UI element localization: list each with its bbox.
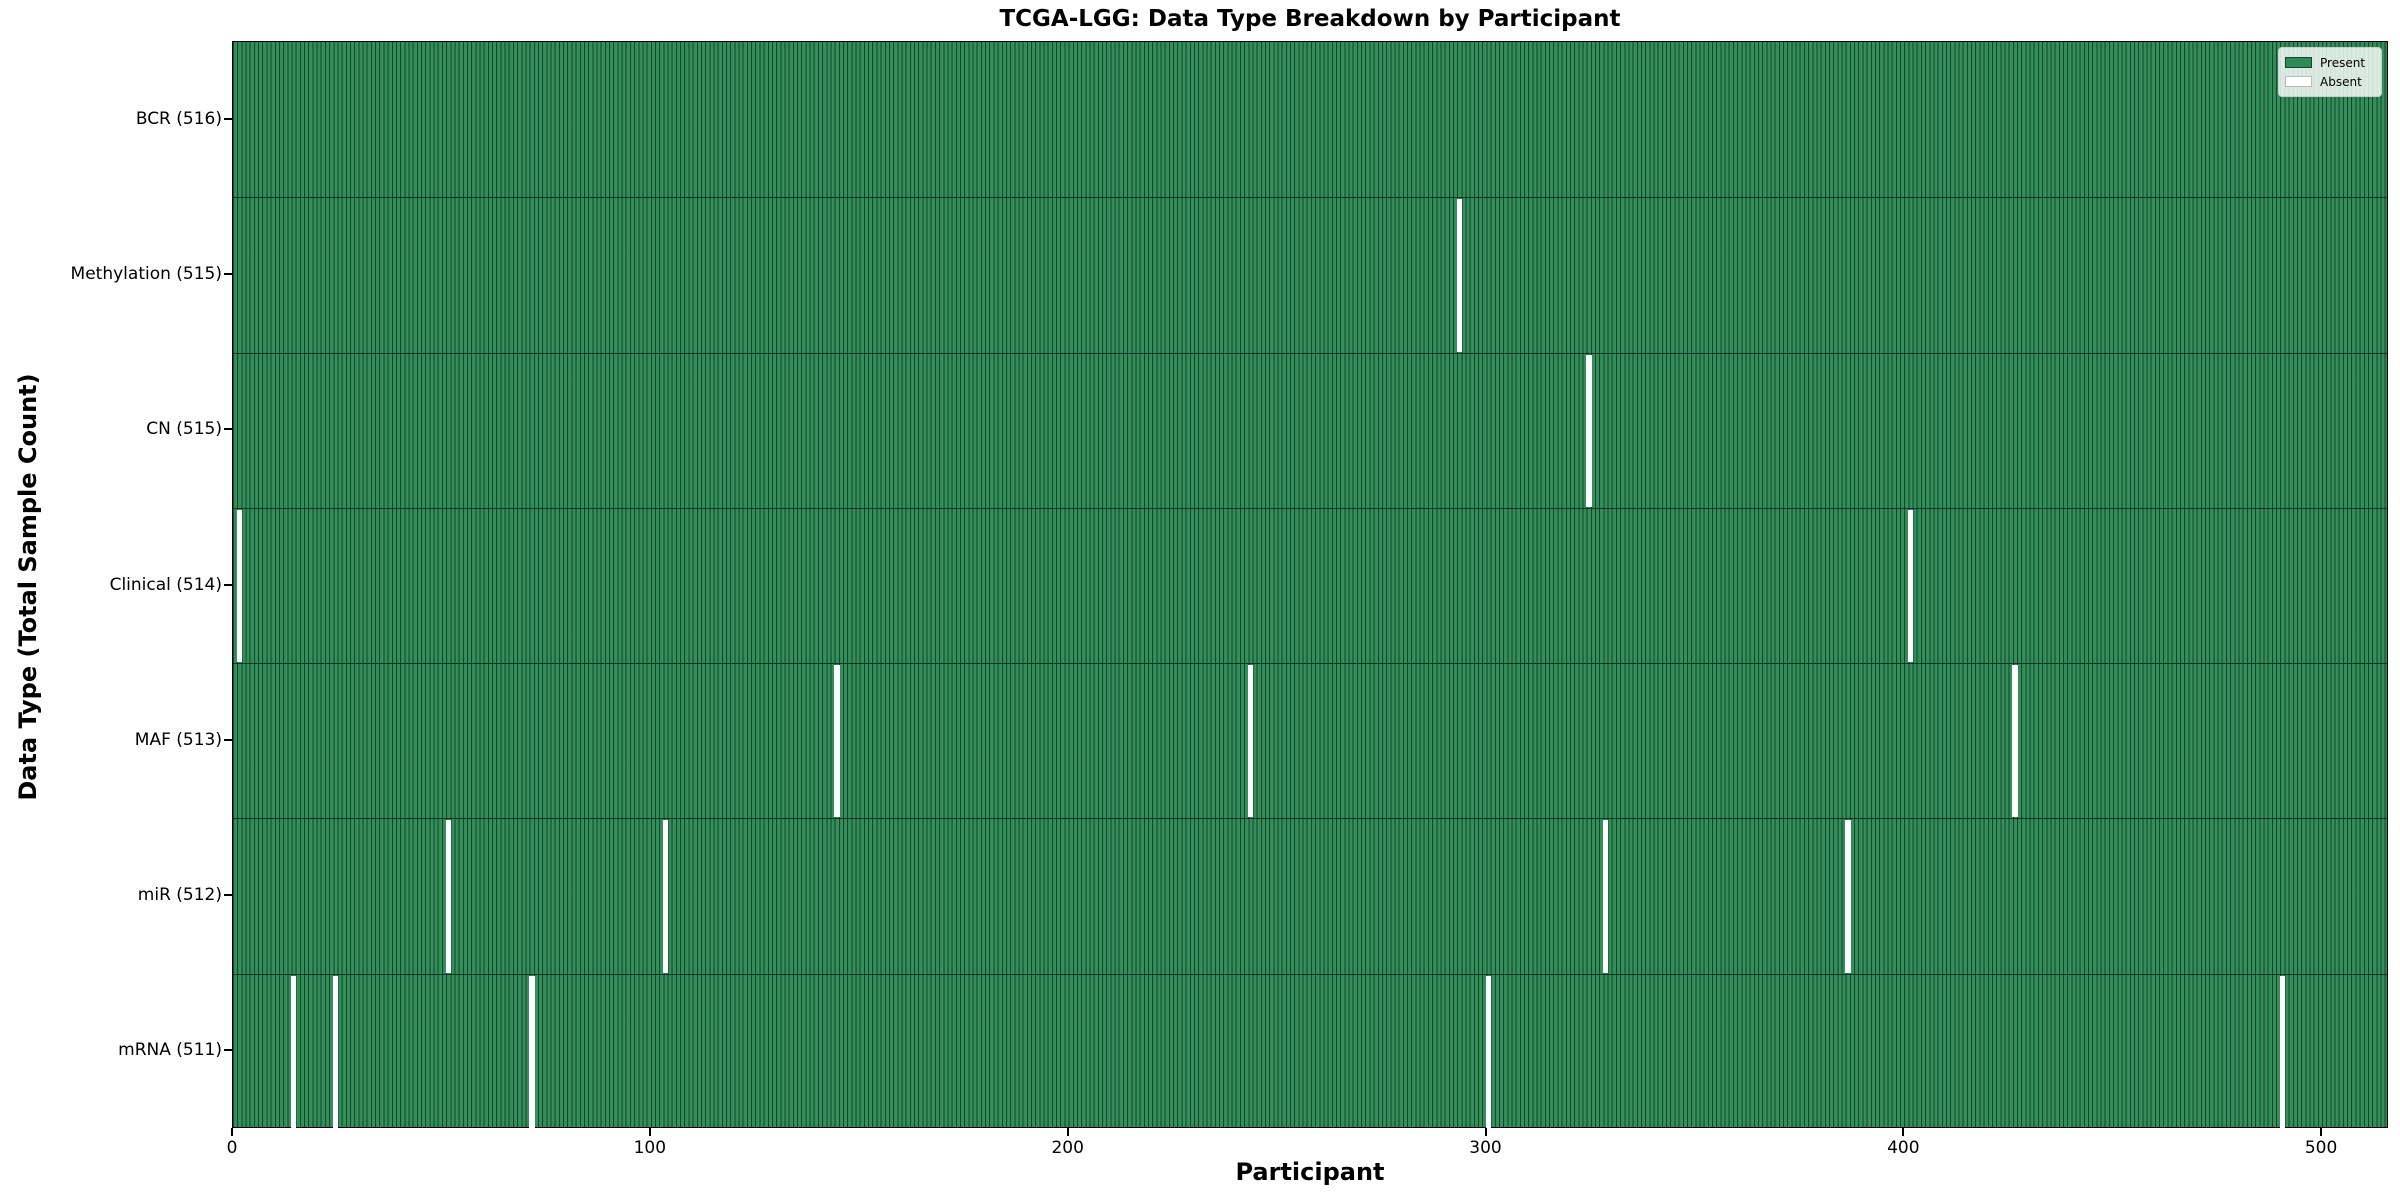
absent-gap-mrna-14 xyxy=(291,975,297,1128)
absent-gap-mrna-490 xyxy=(2279,975,2286,1128)
absent-gap-maf-426 xyxy=(2012,665,2018,818)
y-tick-label-clinical: Clinical (514) xyxy=(109,574,222,595)
y-tick-label-cn: CN (515) xyxy=(146,419,222,440)
legend-present-swatch xyxy=(2285,57,2312,68)
x-tick-mark-300 xyxy=(1484,1128,1487,1136)
absent-gap-clinical-1 xyxy=(236,509,243,663)
y-tick-mark xyxy=(224,738,232,741)
x-tick-mark-0 xyxy=(231,1128,233,1136)
row-band-methylation xyxy=(233,197,2387,352)
absent-gap-mir-386 xyxy=(1845,820,1851,973)
absent-gap-cn-324 xyxy=(1586,354,1592,507)
absent-gap-mir-103 xyxy=(662,820,669,973)
legend-entry-present: Present xyxy=(2285,53,2375,72)
row-band-cn xyxy=(233,352,2387,508)
row-band-mir xyxy=(233,818,2387,973)
y-tick-mark xyxy=(224,894,232,897)
x-tick-label-0: 0 xyxy=(226,1138,238,1158)
y-tick-label-bcr: BCR (516) xyxy=(135,108,222,129)
x-tick-label-200: 200 xyxy=(1051,1138,1084,1158)
plot-area: Present Absent xyxy=(232,41,2388,1128)
y-tick-label-mir: miR (512) xyxy=(137,885,222,906)
row-band-maf xyxy=(233,663,2387,818)
absent-gap-methylation-293 xyxy=(1456,199,1463,352)
y-tick-label-mrna: mRNA (511) xyxy=(118,1040,222,1061)
y-tick-label-methylation: Methylation (515) xyxy=(70,263,222,284)
absent-gap-clinical-401 xyxy=(1908,509,1914,663)
absent-gap-mrna-24 xyxy=(332,975,339,1128)
y-tick-mark xyxy=(224,117,232,120)
y-tick-mark xyxy=(224,583,232,586)
y-tick-mark xyxy=(224,1049,232,1052)
y-tick-mark xyxy=(224,428,232,431)
x-tick-mark-400 xyxy=(1902,1128,1905,1136)
absent-gap-mir-51 xyxy=(445,820,451,973)
absent-gap-maf-144 xyxy=(834,665,840,818)
absent-gap-mrna-300 xyxy=(1485,975,1492,1128)
x-tick-mark-200 xyxy=(1066,1128,1069,1136)
legend-absent-label: Absent xyxy=(2320,74,2362,89)
absent-gap-maf-243 xyxy=(1247,665,1254,818)
x-tick-label-400: 400 xyxy=(1887,1138,1920,1158)
absent-gap-mrna-71 xyxy=(529,975,535,1128)
row-band-mrna xyxy=(233,973,2387,1129)
row-band-clinical xyxy=(233,507,2387,663)
absent-gap-mir-328 xyxy=(1602,820,1609,973)
x-tick-mark-500 xyxy=(2320,1128,2323,1136)
x-tick-label-100: 100 xyxy=(633,1138,667,1158)
legend-absent-swatch xyxy=(2285,76,2312,87)
legend-entry-absent: Absent xyxy=(2285,72,2375,91)
row-band-bcr xyxy=(233,42,2387,197)
legend: Present Absent xyxy=(2278,47,2382,97)
x-axis-label: Participant xyxy=(1235,1158,1385,1186)
chart-title: TCGA-LGG: Data Type Breakdown by Partici… xyxy=(999,6,1621,32)
y-tick-label-maf: MAF (513) xyxy=(134,729,222,750)
y-tick-mark xyxy=(224,272,232,275)
x-tick-mark-100 xyxy=(648,1128,651,1136)
x-tick-label-500: 500 xyxy=(2304,1138,2338,1158)
x-tick-label-300: 300 xyxy=(1469,1138,1502,1158)
legend-present-label: Present xyxy=(2320,55,2366,70)
